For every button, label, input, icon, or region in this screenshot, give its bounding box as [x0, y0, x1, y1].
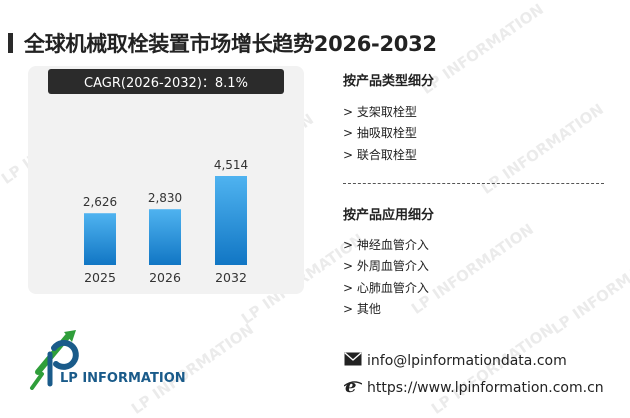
svg-text:e: e — [345, 377, 356, 395]
type-item: > 联合取栓型 — [343, 148, 417, 162]
application-item: > 神经血管介入 — [343, 238, 429, 252]
bar-2032 — [215, 176, 247, 265]
type-segment-title: 按产品类型细分 — [343, 74, 435, 89]
email-text[interactable]: info@lpinformationdata.com — [367, 353, 567, 369]
application-item: > 心肺血管介入 — [343, 281, 429, 295]
bar-2025 — [84, 213, 116, 265]
section-divider — [343, 183, 604, 184]
application-item: > 其他 — [343, 302, 381, 316]
logo-text: LP INFORMATION — [60, 371, 186, 386]
contact-website[interactable]: e https://www.lpinformation.com.cn — [343, 376, 604, 399]
type-item: > 支架取栓型 — [343, 105, 417, 119]
contact-email[interactable]: info@lpinformationdata.com — [344, 352, 567, 370]
envelope-icon — [344, 352, 362, 370]
page-title: 全球机械取栓装置市场增长趋势2026-2032 — [24, 32, 437, 56]
cagr-badge: CAGR(2026-2032)：8.1% — [48, 69, 284, 94]
website-text[interactable]: https://www.lpinformation.com.cn — [367, 380, 604, 396]
bar-2026 — [149, 209, 181, 265]
x-tick-label: 2025 — [84, 270, 116, 285]
bar-value-label: 2,626 — [83, 195, 117, 209]
x-tick-label: 2032 — [215, 270, 247, 285]
application-segment-title: 按产品应用细分 — [343, 208, 435, 223]
title-accent-bar — [8, 33, 13, 53]
bar-value-label: 2,830 — [148, 191, 182, 205]
type-item: > 抽吸取栓型 — [343, 126, 417, 140]
bar-value-label: 4,514 — [214, 158, 248, 172]
browser-e-icon: e — [343, 376, 363, 399]
application-item: > 外周血管介入 — [343, 259, 429, 273]
x-tick-label: 2026 — [149, 270, 181, 285]
company-logo — [28, 328, 88, 394]
